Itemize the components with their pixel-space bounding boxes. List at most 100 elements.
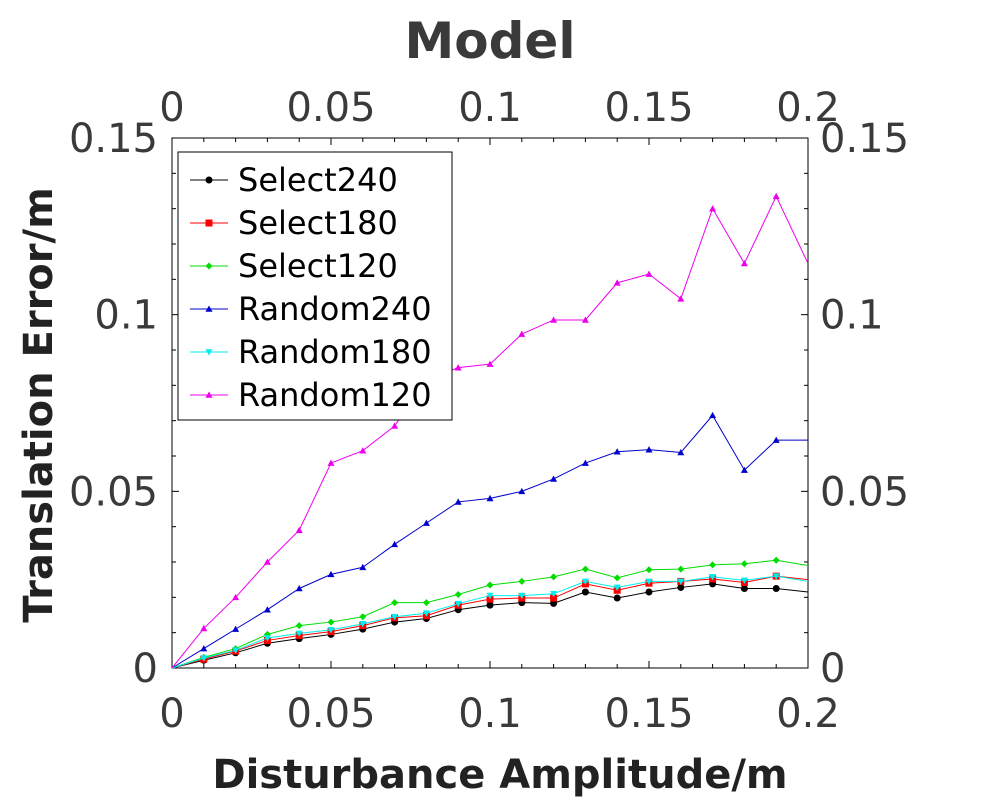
y-tick-label: 0 [133, 646, 158, 692]
legend-label-select120: Select120 [238, 247, 398, 285]
data-point-random240 [677, 448, 685, 456]
x-tick-label: 0.15 [604, 691, 693, 737]
y-tick-label-right: 0.1 [820, 293, 884, 339]
data-point-random240 [391, 540, 399, 548]
data-point-random120 [391, 422, 399, 429]
data-point-select180 [550, 594, 558, 602]
data-point-random180 [518, 592, 526, 600]
data-point-random120 [772, 192, 780, 200]
data-point-select240 [740, 585, 748, 592]
data-point-select120 [422, 599, 430, 607]
x-tick-label: 0.1 [458, 691, 522, 737]
data-point-random240 [422, 519, 430, 526]
legend-label-random120: Random120 [238, 376, 432, 414]
x-tick-label-top: 0.1 [458, 85, 522, 131]
data-point-random240 [454, 498, 462, 505]
legend-marker-select120 [205, 262, 213, 270]
data-point-select240 [645, 588, 653, 596]
data-point-random120 [518, 330, 526, 337]
series-random180 [171, 573, 809, 669]
chart-title: Model [405, 12, 576, 70]
data-point-random240 [295, 585, 303, 592]
x-tick-label: 0.05 [286, 691, 375, 737]
y-axis-label: Translation Error/m [16, 187, 62, 623]
data-point-select120 [295, 622, 303, 630]
data-point-select240 [772, 585, 780, 592]
legend-label-random240: Random240 [238, 290, 432, 328]
series-line-select180 [171, 575, 809, 669]
data-point-random120 [645, 270, 653, 277]
legend-marker-select240 [205, 176, 213, 184]
data-point-random120 [550, 316, 558, 323]
legend-box [177, 151, 453, 421]
data-point-random240 [709, 411, 717, 419]
series-line-random240 [171, 414, 808, 669]
data-point-random240 [581, 459, 589, 466]
data-point-random180 [454, 600, 462, 608]
y-tick-label-right: 0.15 [820, 116, 909, 162]
data-point-select120 [645, 566, 653, 574]
data-point-select120 [454, 591, 462, 599]
data-point-random240 [613, 448, 621, 455]
legend-marker-select180 [205, 219, 213, 227]
data-point-random120 [454, 364, 462, 371]
data-point-random180 [232, 647, 240, 654]
data-point-random180 [263, 635, 271, 642]
data-point-random180 [359, 621, 367, 628]
data-point-random180 [327, 627, 335, 634]
data-point-random180 [550, 591, 558, 598]
data-point-random240 [550, 475, 558, 482]
data-point-random240 [486, 494, 494, 502]
data-point-random120 [200, 624, 208, 632]
data-point-random120 [359, 447, 367, 454]
data-point-random180 [422, 610, 430, 617]
series-select120 [171, 556, 809, 669]
data-point-random120 [740, 259, 748, 267]
x-tick-label-top: 0.05 [286, 85, 375, 131]
data-point-random180 [740, 577, 748, 584]
series-random240 [171, 411, 808, 669]
data-point-random240 [518, 487, 526, 495]
y-tick-label-right: 0 [820, 646, 845, 692]
data-point-random180 [295, 630, 303, 637]
data-point-random120 [581, 316, 589, 323]
data-point-random120 [613, 279, 621, 286]
data-point-select120 [677, 565, 685, 573]
y-tick-label-right: 0.05 [820, 469, 909, 515]
data-point-random240 [200, 645, 208, 652]
data-point-random180 [709, 574, 717, 581]
data-point-random180 [581, 578, 589, 585]
data-point-random180 [391, 613, 399, 621]
x-axis-label: Disturbance Amplitude/m [212, 752, 787, 798]
data-point-random240 [359, 563, 367, 571]
data-point-random180 [200, 655, 208, 662]
data-point-select180 [486, 595, 494, 603]
data-point-select240 [486, 601, 494, 609]
data-point-select120 [550, 573, 558, 581]
data-point-select120 [772, 556, 780, 564]
data-point-select120 [518, 577, 526, 585]
data-point-random180 [772, 573, 780, 580]
data-point-select120 [391, 599, 399, 607]
x-tick-label-top: 0.2 [776, 85, 840, 131]
y-tick-label: 0.1 [94, 293, 158, 339]
x-tick-label: 0 [159, 691, 184, 737]
data-point-random180 [645, 578, 653, 585]
data-point-random120 [709, 205, 717, 212]
x-tick-label-top: 0.15 [604, 85, 693, 131]
legend-label-select240: Select240 [238, 161, 398, 199]
legend-marker-random120 [205, 391, 213, 398]
data-point-random120 [263, 558, 271, 565]
data-point-random180 [677, 578, 685, 585]
y-tick-label: 0.05 [69, 469, 158, 515]
legend-label-random180: Random180 [238, 333, 432, 371]
data-point-random120 [232, 593, 240, 601]
data-point-random120 [295, 526, 303, 533]
data-point-random180 [613, 584, 621, 591]
series-line-random180 [171, 575, 809, 669]
data-point-select120 [581, 565, 589, 573]
data-point-random240 [263, 606, 271, 613]
series-random120 [171, 192, 809, 669]
data-point-random240 [645, 446, 653, 453]
